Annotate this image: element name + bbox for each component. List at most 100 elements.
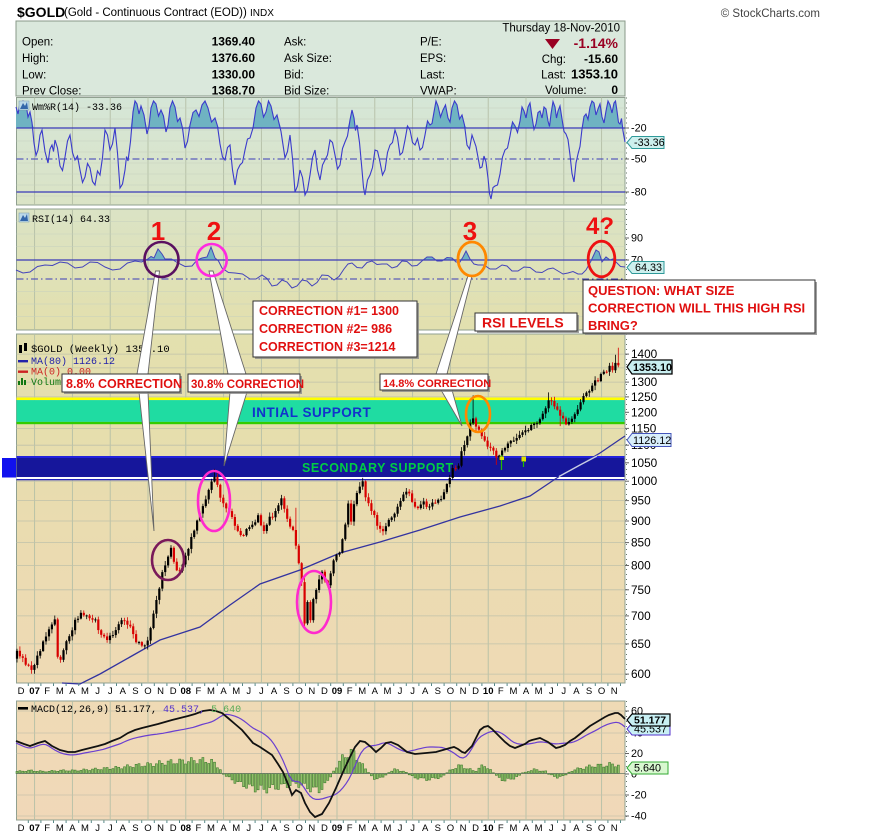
- svg-text:High:: High:: [22, 53, 49, 65]
- svg-text:J: J: [95, 686, 100, 697]
- svg-text:10: 10: [483, 823, 494, 834]
- svg-text:1200: 1200: [631, 405, 658, 419]
- svg-text:1330.00: 1330.00: [212, 68, 256, 82]
- svg-text:O: O: [296, 686, 303, 697]
- svg-text:A: A: [271, 686, 278, 697]
- svg-text:N: N: [460, 686, 467, 697]
- svg-text:51.177: 51.177: [634, 715, 666, 727]
- svg-text:A: A: [372, 823, 379, 834]
- svg-text:10: 10: [483, 686, 494, 697]
- svg-text:D: D: [170, 686, 177, 697]
- svg-text:N: N: [611, 686, 618, 697]
- svg-text:900: 900: [631, 514, 651, 528]
- svg-text:F: F: [195, 823, 201, 834]
- svg-text:1000: 1000: [631, 474, 658, 488]
- svg-text:S: S: [586, 686, 592, 697]
- svg-text:F: F: [498, 823, 504, 834]
- svg-text:800: 800: [631, 559, 651, 573]
- svg-text:J: J: [410, 823, 415, 834]
- svg-text:J: J: [410, 686, 415, 697]
- svg-text:Ask Size:: Ask Size:: [284, 53, 332, 65]
- svg-text:D: D: [18, 686, 25, 697]
- svg-text:N: N: [157, 686, 164, 697]
- svg-text:1300: 1300: [631, 375, 658, 389]
- svg-text:N: N: [611, 823, 618, 834]
- svg-text:S: S: [132, 823, 138, 834]
- svg-text:S: S: [283, 823, 289, 834]
- svg-text:1368.70: 1368.70: [212, 84, 256, 98]
- svg-text:1150: 1150: [631, 421, 657, 435]
- svg-text:M: M: [509, 823, 517, 834]
- svg-text:QUESTION: WHAT SIZE: QUESTION: WHAT SIZE: [588, 283, 735, 298]
- svg-text:750: 750: [631, 583, 651, 597]
- svg-text:N: N: [157, 823, 164, 834]
- svg-text:J: J: [398, 823, 403, 834]
- svg-text:P/E:: P/E:: [420, 37, 442, 49]
- svg-text:J: J: [259, 686, 264, 697]
- svg-text:M: M: [81, 686, 89, 697]
- svg-text:A: A: [422, 823, 429, 834]
- svg-text:F: F: [347, 686, 353, 697]
- svg-text:A: A: [523, 823, 530, 834]
- svg-text:Wm%R(14) -33.36: Wm%R(14) -33.36: [32, 102, 122, 114]
- svg-text:O: O: [598, 686, 605, 697]
- svg-text:O: O: [144, 823, 151, 834]
- svg-text:1353.10: 1353.10: [571, 67, 618, 82]
- svg-text:Open:: Open:: [22, 37, 53, 49]
- svg-text:J: J: [108, 823, 113, 834]
- svg-text:J: J: [398, 686, 403, 697]
- svg-text:M: M: [535, 686, 543, 697]
- svg-text:M: M: [232, 823, 240, 834]
- svg-text:1353.10: 1353.10: [633, 362, 672, 374]
- svg-text:A: A: [523, 686, 530, 697]
- svg-text:-33.36: -33.36: [634, 137, 665, 149]
- svg-text:J: J: [246, 823, 251, 834]
- svg-text:J: J: [108, 686, 113, 697]
- svg-text:1: 1: [151, 216, 165, 246]
- svg-text:VWAP:: VWAP:: [420, 86, 457, 98]
- svg-text:09: 09: [332, 823, 343, 834]
- svg-text:O: O: [296, 823, 303, 834]
- svg-text:Ask:: Ask:: [284, 37, 306, 49]
- svg-text:Bid Size:: Bid Size:: [284, 86, 329, 98]
- svg-text:1250: 1250: [631, 390, 658, 404]
- svg-text:A: A: [69, 823, 76, 834]
- svg-text:30.8% CORRECTION: 30.8% CORRECTION: [191, 379, 304, 391]
- svg-text:8.8% CORRECTION: 8.8% CORRECTION: [66, 377, 182, 391]
- svg-text:Volume:: Volume:: [545, 85, 587, 97]
- svg-text:F: F: [195, 686, 201, 697]
- svg-text:4?: 4?: [586, 213, 614, 240]
- svg-text:M: M: [535, 823, 543, 834]
- svg-text:Low:: Low:: [22, 70, 46, 82]
- svg-text:O: O: [144, 686, 151, 697]
- svg-text:Chg:: Chg:: [542, 54, 566, 66]
- svg-text:M: M: [358, 686, 366, 697]
- svg-text:O: O: [447, 686, 454, 697]
- svg-text:CORRECTION #1= 1300: CORRECTION #1= 1300: [259, 304, 399, 318]
- svg-text:0: 0: [611, 83, 618, 97]
- svg-text:N: N: [308, 823, 315, 834]
- svg-text:-15.60: -15.60: [584, 52, 618, 66]
- svg-text:MACD(12,26,9) 51.177, 45.537,: MACD(12,26,9) 51.177, 45.537, 5.640: [31, 704, 241, 716]
- svg-text:-80: -80: [631, 187, 647, 199]
- svg-text:650: 650: [631, 637, 651, 651]
- svg-text:J: J: [95, 823, 100, 834]
- svg-text:-50: -50: [631, 154, 647, 166]
- svg-text:S: S: [435, 686, 441, 697]
- svg-text:A: A: [220, 686, 227, 697]
- svg-text:CORRECTION WILL THIS HIGH RSI: CORRECTION WILL THIS HIGH RSI: [588, 301, 805, 316]
- svg-text:J: J: [561, 823, 566, 834]
- svg-text:1400: 1400: [631, 347, 658, 361]
- svg-text:M: M: [232, 686, 240, 697]
- svg-text:-20: -20: [631, 790, 647, 802]
- svg-text:600: 600: [631, 667, 651, 681]
- svg-text:A: A: [120, 686, 127, 697]
- svg-text:D: D: [321, 823, 328, 834]
- svg-text:F: F: [498, 686, 504, 697]
- svg-text:MA(80) 1126.12: MA(80) 1126.12: [31, 356, 115, 368]
- svg-text:J: J: [561, 686, 566, 697]
- svg-text:90: 90: [631, 233, 643, 245]
- svg-text:RSI LEVELS: RSI LEVELS: [482, 315, 564, 331]
- svg-text:Prev Close:: Prev Close:: [22, 86, 81, 98]
- svg-text:(Gold - Continuous Contract (E: (Gold - Continuous Contract (EOD)) INDX: [64, 7, 274, 19]
